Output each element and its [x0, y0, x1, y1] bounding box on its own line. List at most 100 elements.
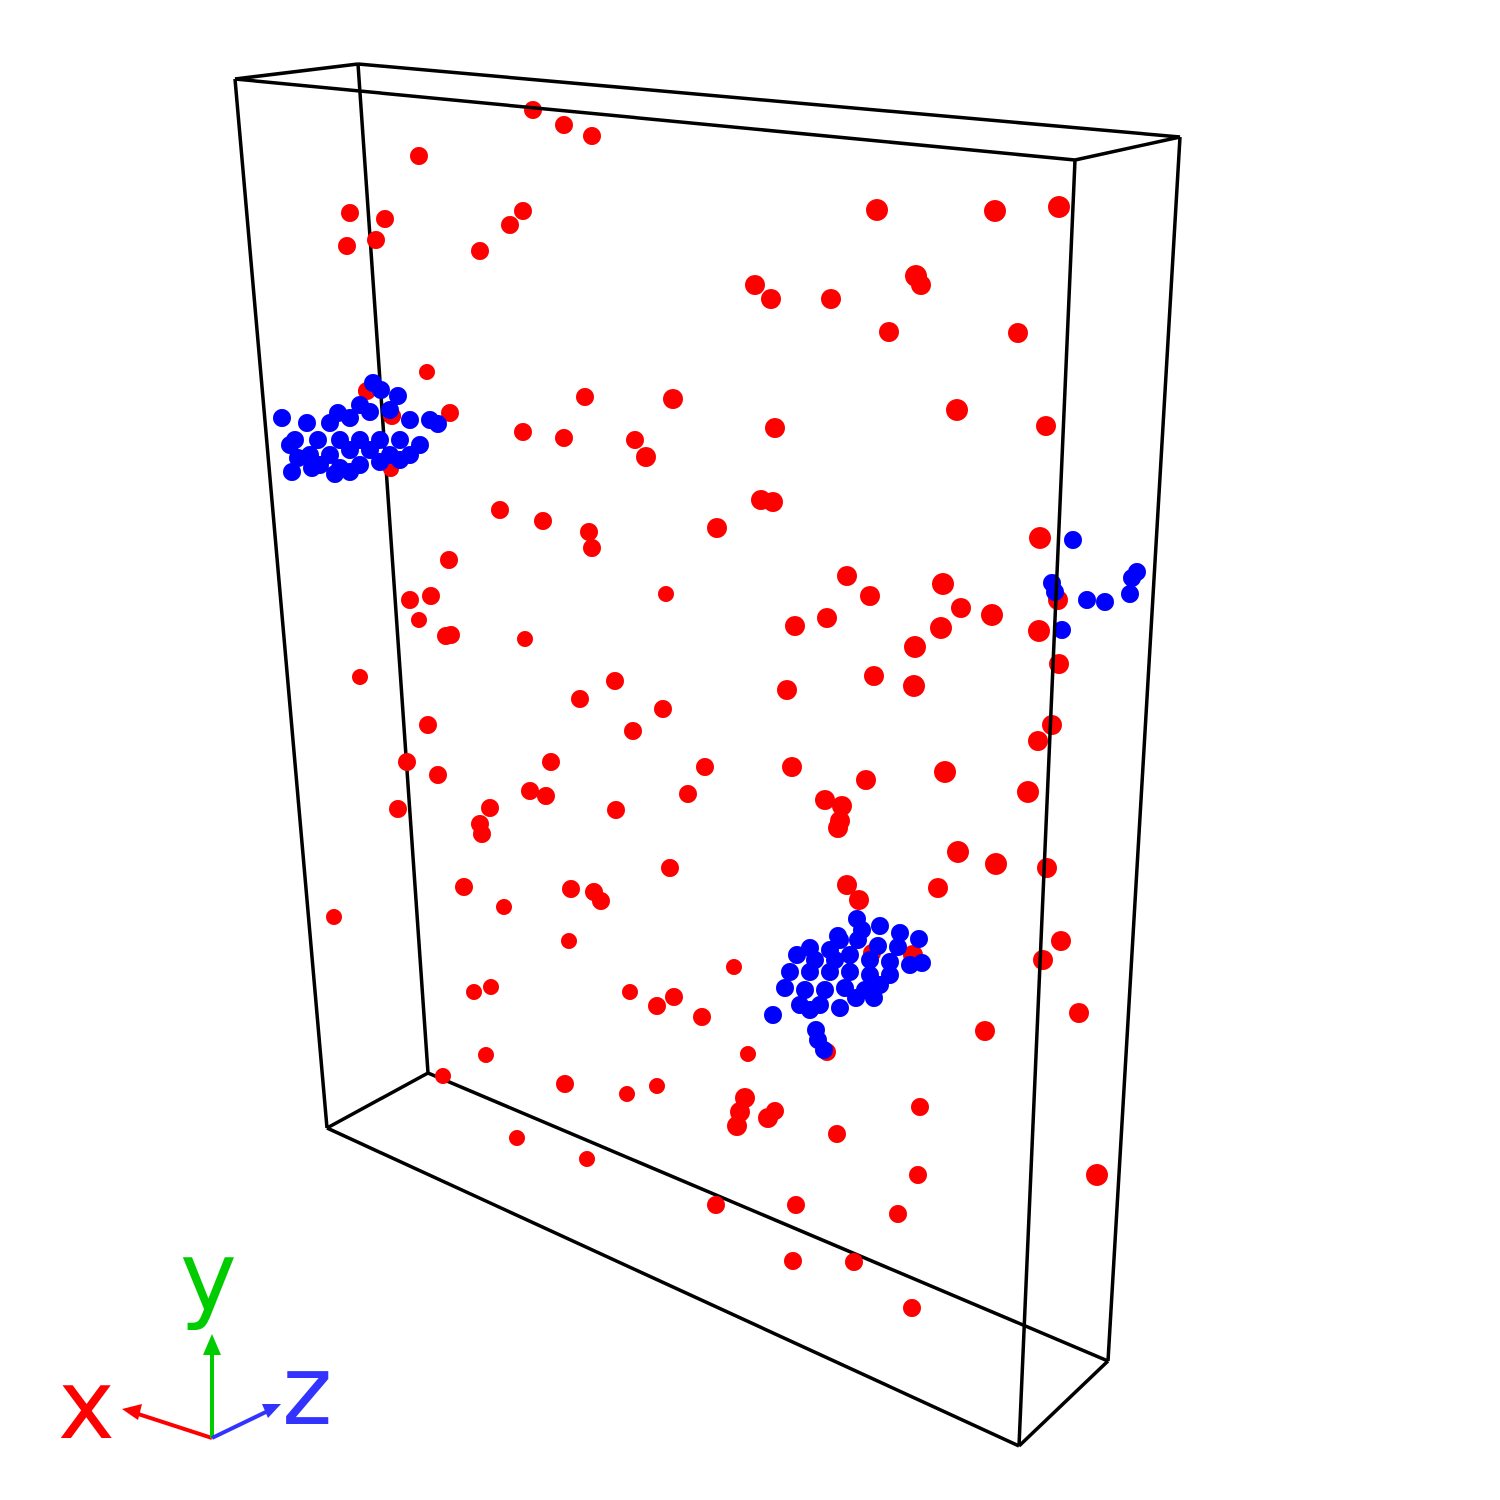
red-particle — [576, 388, 594, 406]
red-particle — [909, 1166, 927, 1184]
red-particle — [401, 591, 419, 609]
red-particle — [849, 890, 869, 910]
red-particle — [521, 782, 539, 800]
red-particle — [622, 984, 638, 1000]
red-particle — [398, 753, 416, 771]
red-particle — [663, 389, 683, 409]
red-particle — [483, 979, 499, 995]
z-axis-label: z — [282, 1335, 332, 1447]
red-particle — [761, 289, 781, 309]
red-particle — [1029, 527, 1051, 549]
red-particle — [879, 322, 899, 342]
x-axis-arrow — [132, 1412, 212, 1438]
red-particle — [903, 675, 925, 697]
red-particle — [419, 364, 435, 380]
red-particle — [562, 880, 580, 898]
red-particle — [1037, 858, 1057, 878]
red-particle — [422, 587, 440, 605]
red-particle — [592, 892, 610, 910]
blue-particle — [389, 387, 407, 405]
box-edge — [1075, 137, 1180, 160]
red-particle — [411, 612, 427, 628]
red-particle — [579, 1151, 595, 1167]
red-particle — [481, 799, 499, 817]
blue-particle — [776, 979, 794, 997]
red-particle — [815, 790, 835, 810]
box-edge — [235, 79, 327, 1128]
blue-particle — [351, 396, 369, 414]
box-edge — [1019, 160, 1075, 1446]
red-particle — [904, 636, 926, 658]
red-particle — [606, 672, 624, 690]
blue-particle — [853, 921, 871, 939]
red-particle — [580, 523, 598, 541]
red-particle — [911, 1098, 929, 1116]
red-particle — [466, 984, 482, 1000]
red-particle — [864, 666, 884, 686]
box-edge — [358, 64, 1180, 137]
red-particle — [947, 841, 969, 863]
red-particle — [856, 770, 876, 790]
red-particle — [514, 202, 532, 220]
red-particle — [1036, 416, 1056, 436]
red-particle — [514, 423, 532, 441]
blue-particle — [329, 404, 347, 422]
blue-particle — [831, 931, 849, 949]
red-particle — [985, 853, 1007, 875]
red-particle — [583, 127, 601, 145]
red-particle — [440, 551, 458, 569]
red-particle — [571, 690, 589, 708]
red-particle — [821, 289, 841, 309]
red-particle — [696, 758, 714, 776]
red-particle — [1051, 931, 1071, 951]
red-particle — [501, 216, 519, 234]
blue-particle — [1064, 531, 1082, 549]
red-particle — [845, 1253, 863, 1271]
blue-particle — [831, 999, 849, 1017]
red-particle — [782, 757, 802, 777]
red-particle — [473, 825, 491, 843]
blue-particle — [401, 411, 419, 429]
blue-particle — [806, 951, 824, 969]
red-particle — [707, 518, 727, 538]
red-particle — [658, 586, 674, 602]
red-particle — [828, 818, 848, 838]
red-particle — [784, 1252, 802, 1270]
red-particle — [376, 210, 394, 228]
red-particle — [932, 573, 954, 595]
red-particle — [946, 399, 968, 421]
red-particle — [763, 492, 783, 512]
red-particle — [889, 1205, 907, 1223]
red-particle — [626, 431, 644, 449]
red-particle — [561, 933, 577, 949]
blue-particle — [273, 409, 291, 427]
red-particle — [542, 753, 560, 771]
red-particle — [442, 626, 460, 644]
blue-particle — [1078, 591, 1096, 609]
red-particle — [517, 631, 533, 647]
red-particle — [491, 501, 509, 519]
red-particle — [1033, 950, 1053, 970]
red-particle — [534, 512, 552, 530]
blue-particle — [865, 989, 883, 1007]
red-particle — [429, 766, 447, 784]
blue-particle — [764, 1006, 782, 1024]
box-edge — [1019, 1361, 1108, 1446]
red-particle — [367, 231, 385, 249]
blue-particle — [788, 946, 806, 964]
red-particle — [654, 700, 672, 718]
y-axis-arrowhead — [203, 1334, 221, 1355]
red-particle — [619, 1086, 635, 1102]
blue-particle — [1121, 585, 1139, 603]
red-particle — [934, 761, 956, 783]
blue-particle — [815, 1041, 833, 1059]
blue-particle — [298, 414, 316, 432]
red-particle — [1069, 1003, 1089, 1023]
blue-particle — [910, 930, 928, 948]
red-particle — [555, 116, 573, 134]
y-axis-label: y — [180, 1221, 237, 1333]
red-particle — [975, 1021, 995, 1041]
blue-particle — [391, 431, 409, 449]
